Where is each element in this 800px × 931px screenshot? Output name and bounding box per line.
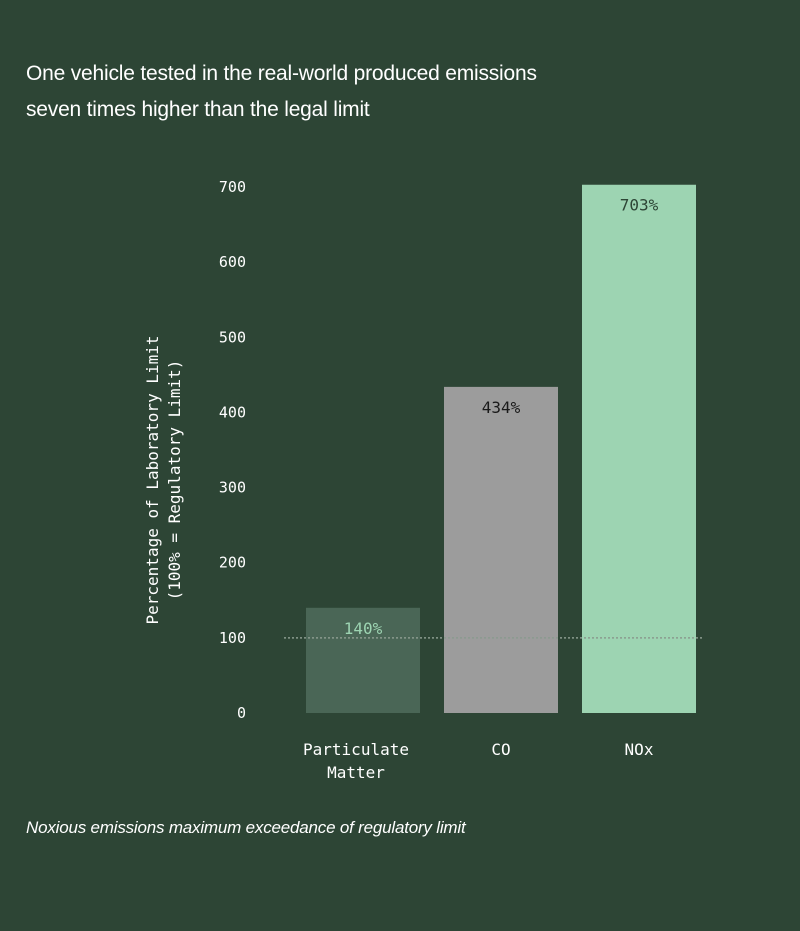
y-tick-label-700: 700 [219, 178, 246, 196]
chart-title-line-1: One vehicle tested in the real-world pro… [26, 62, 537, 85]
chart-caption: Noxious emissions maximum exceedance of … [26, 818, 466, 837]
x-tick-label-line-1: Particulate [303, 740, 409, 759]
y-axis-label: Percentage of Laboratory Limit (100% = Re… [143, 336, 184, 625]
y-tick-label-300: 300 [219, 479, 246, 497]
bar-particulate-matter [306, 607, 420, 713]
data-label-nox: 703% [620, 196, 659, 215]
y-tick-label-600: 600 [219, 253, 246, 271]
bars [306, 184, 696, 713]
y-axis-title: Percentage of Laboratory Limit (100% = Re… [143, 336, 184, 625]
y-axis-title-line-1: Percentage of Laboratory Limit [143, 336, 162, 625]
y-tick-label-500: 500 [219, 328, 246, 346]
y-axis-ticks: 0 100 200 300 400 500 600 700 [219, 178, 246, 722]
data-label-particulate-matter: 140% [344, 619, 383, 638]
x-tick-label-nox: NOx [625, 740, 654, 759]
data-labels: 140% 434% 703% [344, 196, 659, 638]
bar-co [444, 386, 558, 713]
y-axis-title-line-2: (100% = Regulatory Limit) [165, 360, 184, 601]
y-tick-label-100: 100 [219, 629, 246, 647]
x-tick-label-line-2: Matter [327, 763, 385, 782]
data-label-co: 434% [482, 398, 521, 417]
chart-title: One vehicle tested in the real-world pro… [26, 56, 726, 128]
x-tick-label-line-1: NOx [625, 740, 654, 759]
x-tick-label-co: CO [491, 740, 510, 759]
x-axis-ticks: Particulate Matter CO NOx [303, 740, 654, 782]
y-tick-label-0: 0 [237, 704, 246, 722]
x-tick-label-line-1: CO [491, 740, 510, 759]
y-tick-label-400: 400 [219, 403, 246, 421]
bar-nox [582, 184, 696, 713]
chart-title-line-2: seven times higher than the legal limit [26, 98, 370, 121]
bar-chart: Percentage of Laboratory Limit (100% = Re… [143, 178, 702, 782]
y-tick-label-200: 200 [219, 554, 246, 572]
x-tick-label-particulate-matter: Particulate Matter [303, 740, 409, 782]
